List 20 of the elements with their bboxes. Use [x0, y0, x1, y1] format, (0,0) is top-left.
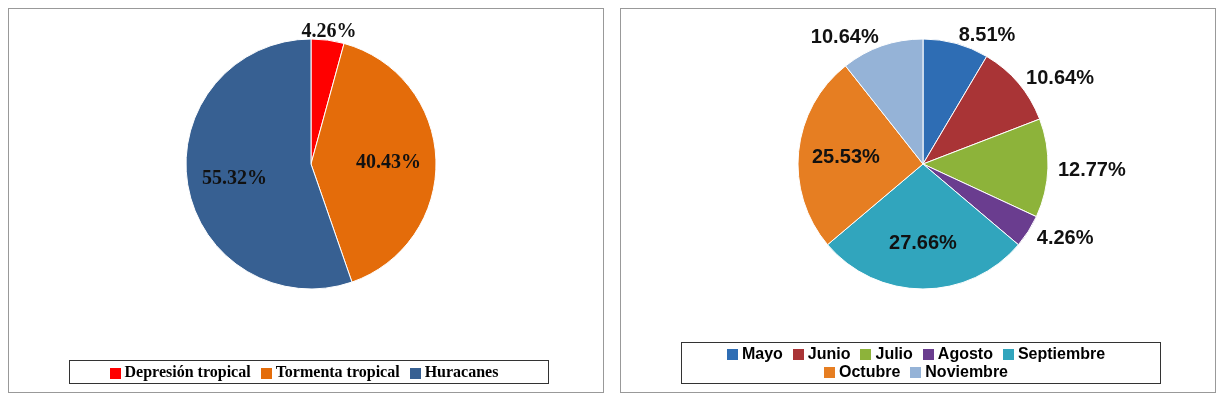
- data-label: 12.77%: [1057, 157, 1126, 180]
- data-label: 4.26%: [301, 19, 357, 42]
- data-label: 55.32%: [202, 165, 268, 188]
- legend-label: Depresión tropical: [124, 363, 251, 380]
- data-label: 8.51%: [958, 22, 1016, 45]
- legend-label: Noviembre: [925, 363, 1009, 380]
- data-label: 25.53%: [811, 145, 881, 168]
- data-label: 10.64%: [810, 25, 879, 48]
- data-label: 40.43%: [355, 150, 421, 173]
- data-label: 4.26%: [1036, 225, 1094, 248]
- data-label: 27.66%: [889, 230, 958, 253]
- legend-label: Octubre: [838, 363, 901, 380]
- legend-label: Tormenta tropical: [275, 363, 400, 380]
- legend-label: Agosto: [937, 345, 993, 362]
- legend-label: Junio: [807, 345, 851, 362]
- legend-label: Septiembre: [1017, 345, 1106, 362]
- data-label: 10.64%: [1026, 65, 1095, 88]
- legend-label: Mayo: [741, 345, 783, 362]
- legend-label: Julio: [875, 345, 913, 362]
- legend-label: Huracanes: [424, 363, 499, 380]
